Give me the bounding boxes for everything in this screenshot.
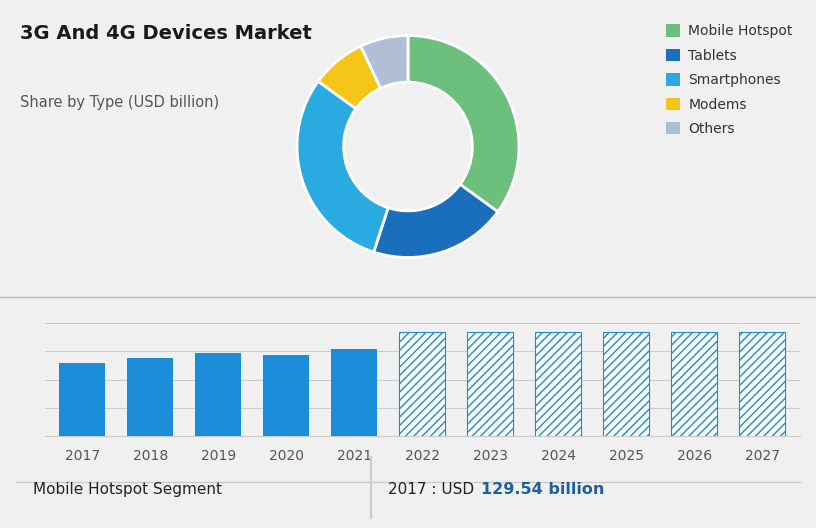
- Wedge shape: [318, 46, 380, 109]
- Bar: [195, 353, 242, 436]
- Text: 2017 : USD: 2017 : USD: [388, 482, 479, 497]
- Wedge shape: [297, 81, 388, 252]
- Wedge shape: [408, 35, 519, 212]
- Text: 3G And 4G Devices Market: 3G And 4G Devices Market: [20, 24, 313, 43]
- Wedge shape: [361, 35, 408, 88]
- Wedge shape: [374, 184, 498, 258]
- Bar: [60, 363, 105, 436]
- Text: Mobile Hotspot Segment: Mobile Hotspot Segment: [33, 482, 222, 497]
- Legend: Mobile Hotspot, Tablets, Smartphones, Modems, Others: Mobile Hotspot, Tablets, Smartphones, Mo…: [662, 20, 796, 140]
- Bar: [127, 358, 173, 436]
- Bar: [467, 332, 513, 436]
- Bar: [263, 355, 309, 436]
- Bar: [399, 332, 446, 436]
- Bar: [603, 332, 650, 436]
- Text: Share by Type (USD billion): Share by Type (USD billion): [20, 95, 220, 110]
- Text: 129.54 billion: 129.54 billion: [481, 482, 605, 497]
- Bar: [671, 332, 717, 436]
- Bar: [331, 348, 377, 436]
- Bar: [535, 332, 581, 436]
- Bar: [739, 332, 785, 436]
